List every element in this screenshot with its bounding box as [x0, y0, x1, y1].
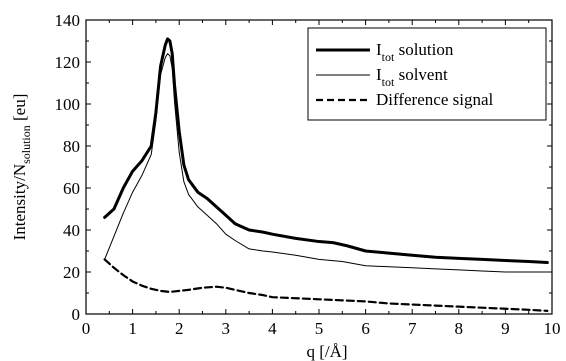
y-tick-label: 80	[63, 137, 80, 156]
y-tick-label: 60	[63, 179, 80, 198]
y-tick-label: 140	[55, 11, 81, 30]
legend-box	[307, 27, 547, 121]
x-tick-label: 8	[455, 319, 464, 338]
x-tick-label: 10	[544, 319, 561, 338]
legend-entry-label: Itot solvent	[376, 65, 448, 89]
x-tick-label: 5	[315, 319, 324, 338]
x-tick-label: 6	[361, 319, 370, 338]
x-tick-label: 1	[128, 319, 137, 338]
y-tick-label: 40	[63, 221, 80, 240]
x-tick-label: 3	[222, 319, 231, 338]
y-tick-label: 100	[55, 95, 81, 114]
legend-entry-label: Itot solution	[376, 40, 454, 64]
y-axis-title-subscript: solution	[19, 125, 33, 164]
x-tick-label: 4	[268, 319, 277, 338]
y-axis-title-unit: [eu]	[10, 94, 29, 126]
x-tick-label: 9	[501, 319, 510, 338]
x-tick-label: 0	[82, 319, 91, 338]
series-lines	[103, 37, 549, 312]
series-line-difference-signal	[103, 258, 549, 312]
y-axis-title-main: Intensity/N	[10, 164, 29, 241]
x-tick-label: 2	[175, 319, 184, 338]
ticks	[85, 19, 553, 315]
series-line-i-tot-solution	[103, 37, 549, 265]
y-tick-label: 0	[72, 305, 81, 324]
y-tick-label: 20	[63, 263, 80, 282]
y-axis-title: Intensity/Nsolution [eu]	[10, 94, 33, 241]
legend-entry-label: Difference signal	[376, 90, 493, 109]
y-tick-label: 120	[55, 53, 81, 72]
x-axis-title: q [/Å]	[306, 342, 347, 361]
series-line-i-tot-solvent	[104, 53, 548, 273]
x-tick-label: 7	[408, 319, 417, 338]
